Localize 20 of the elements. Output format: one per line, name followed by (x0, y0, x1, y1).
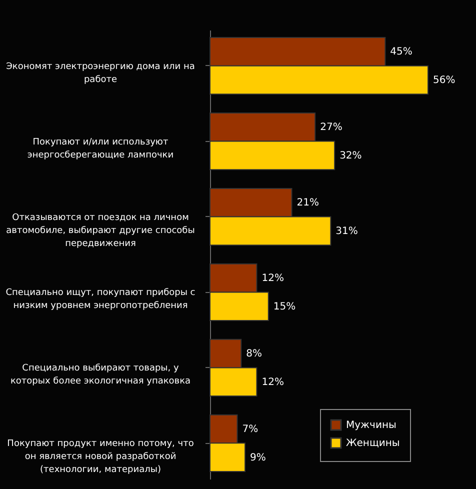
data-label: 45% (390, 46, 412, 58)
y-tick-label: Специально выбирают товары, у которых более экологичная упаковка (10, 364, 191, 387)
data-label: 12% (262, 376, 284, 388)
data-label: 56% (433, 74, 456, 86)
data-label: 12% (262, 273, 284, 284)
data-label: 21% (296, 198, 319, 209)
data-label: 7% (242, 424, 258, 436)
y-tick-label: Экономят электроэнергию дома или на работе (6, 62, 195, 85)
data-label: 31% (336, 226, 358, 237)
legend-label: Женщины (346, 438, 400, 449)
y-tick-label: Покупают продукт именно потому, что он является новой разработкой (технологии, материалы) (7, 439, 194, 476)
data-label: 9% (250, 452, 266, 464)
y-tick-label: Специально ищут, покупают приборы с низким уровнем энергопотребления (6, 288, 196, 312)
y-tick-label: Покупают и/или используют энергосберегающие лампочки (27, 137, 174, 160)
data-label: 15% (273, 301, 296, 312)
data-label: 27% (320, 122, 342, 134)
data-label: 32% (340, 150, 362, 162)
data-label: 8% (246, 348, 262, 360)
legend-label: Мужчины (346, 420, 396, 431)
y-tick-label: Отказываются от поездок на личном автомобиле, выбирают другие способы передвижения (6, 212, 195, 249)
